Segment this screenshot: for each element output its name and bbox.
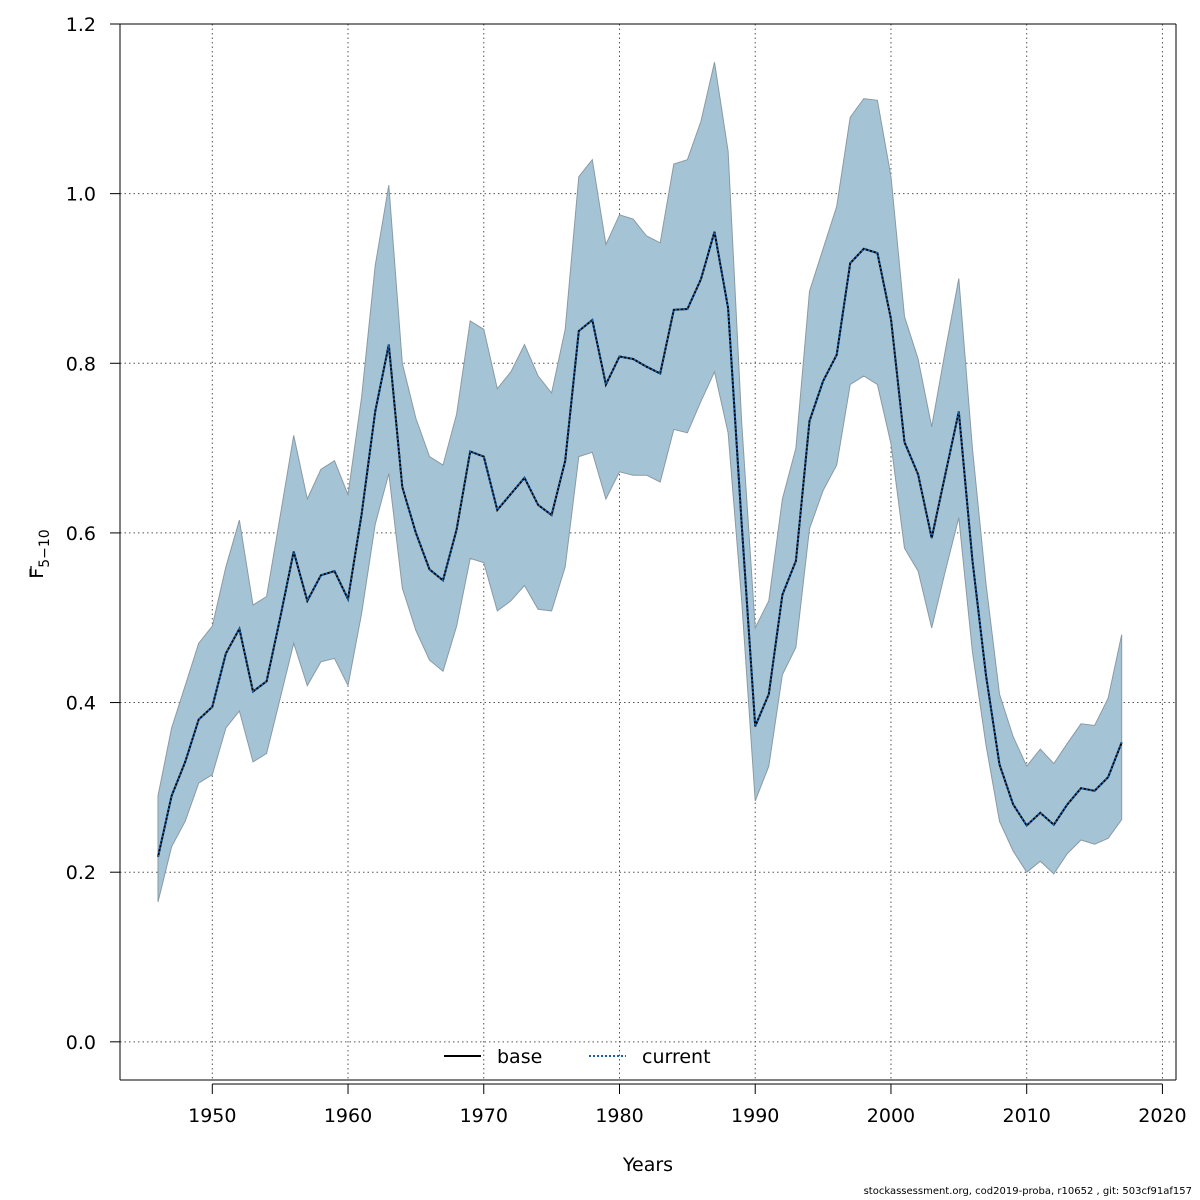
series-lines xyxy=(157,231,1123,858)
y-axis-label-sub: 5−10 xyxy=(37,529,53,567)
confidence-band-area xyxy=(157,62,1123,903)
series-line-base xyxy=(157,231,1123,858)
y-tick-label: 0.2 xyxy=(66,862,96,884)
footer-note: stockassessment.org, cod2019-proba, r106… xyxy=(863,1186,1192,1197)
x-tick-label: 2000 xyxy=(867,1105,915,1127)
y-tick-label: 0.0 xyxy=(66,1032,96,1054)
y-tick-label: 0.4 xyxy=(66,693,96,715)
x-axis: 1950 1960 1970 1980 1990 2000 2010 2020 xyxy=(188,1083,1187,1127)
x-tick-label: 1980 xyxy=(595,1105,643,1127)
x-tick-label: 1990 xyxy=(731,1105,779,1127)
y-axis-label: F5−10 xyxy=(26,529,53,578)
x-tick-label: 1960 xyxy=(324,1105,372,1127)
y-tick-label: 1.2 xyxy=(66,14,96,36)
x-tick-label: 2020 xyxy=(1138,1105,1186,1127)
confidence-band xyxy=(157,62,1123,903)
x-tick-label: 1950 xyxy=(188,1105,236,1127)
y-axis: 0.0 0.2 0.4 0.6 0.8 1.0 1.2 xyxy=(66,14,120,1054)
y-tick-label: 0.6 xyxy=(66,523,96,545)
legend: base current xyxy=(444,1046,711,1068)
svg-text:F5−10: F5−10 xyxy=(26,529,53,578)
plot-frame xyxy=(119,23,1177,1081)
y-tick-label: 0.8 xyxy=(66,353,96,375)
x-tick-label: 2010 xyxy=(1003,1105,1051,1127)
y-axis-label-main: F xyxy=(26,568,48,579)
y-tick-label: 1.0 xyxy=(66,184,96,206)
legend-label-base: base xyxy=(497,1046,542,1068)
x-axis-label: Years xyxy=(622,1154,673,1176)
legend-label-current: current xyxy=(642,1046,711,1068)
x-tick-label: 1970 xyxy=(460,1105,508,1127)
